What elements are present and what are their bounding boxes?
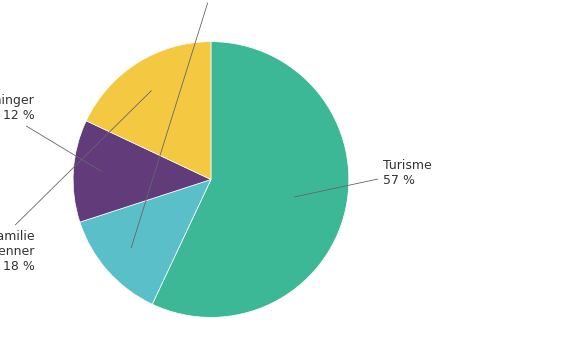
Wedge shape [86,42,211,180]
Wedge shape [73,121,211,222]
Wedge shape [152,42,349,317]
Text: Andre
13 %: Andre 13 % [131,0,232,248]
Text: Forretninger
12 %: Forretninger 12 % [0,94,101,171]
Wedge shape [80,180,211,304]
Text: Turisme
57 %: Turisme 57 % [294,159,432,197]
Text: Besøke familie
eller venner
18 %: Besøke familie eller venner 18 % [0,91,151,273]
